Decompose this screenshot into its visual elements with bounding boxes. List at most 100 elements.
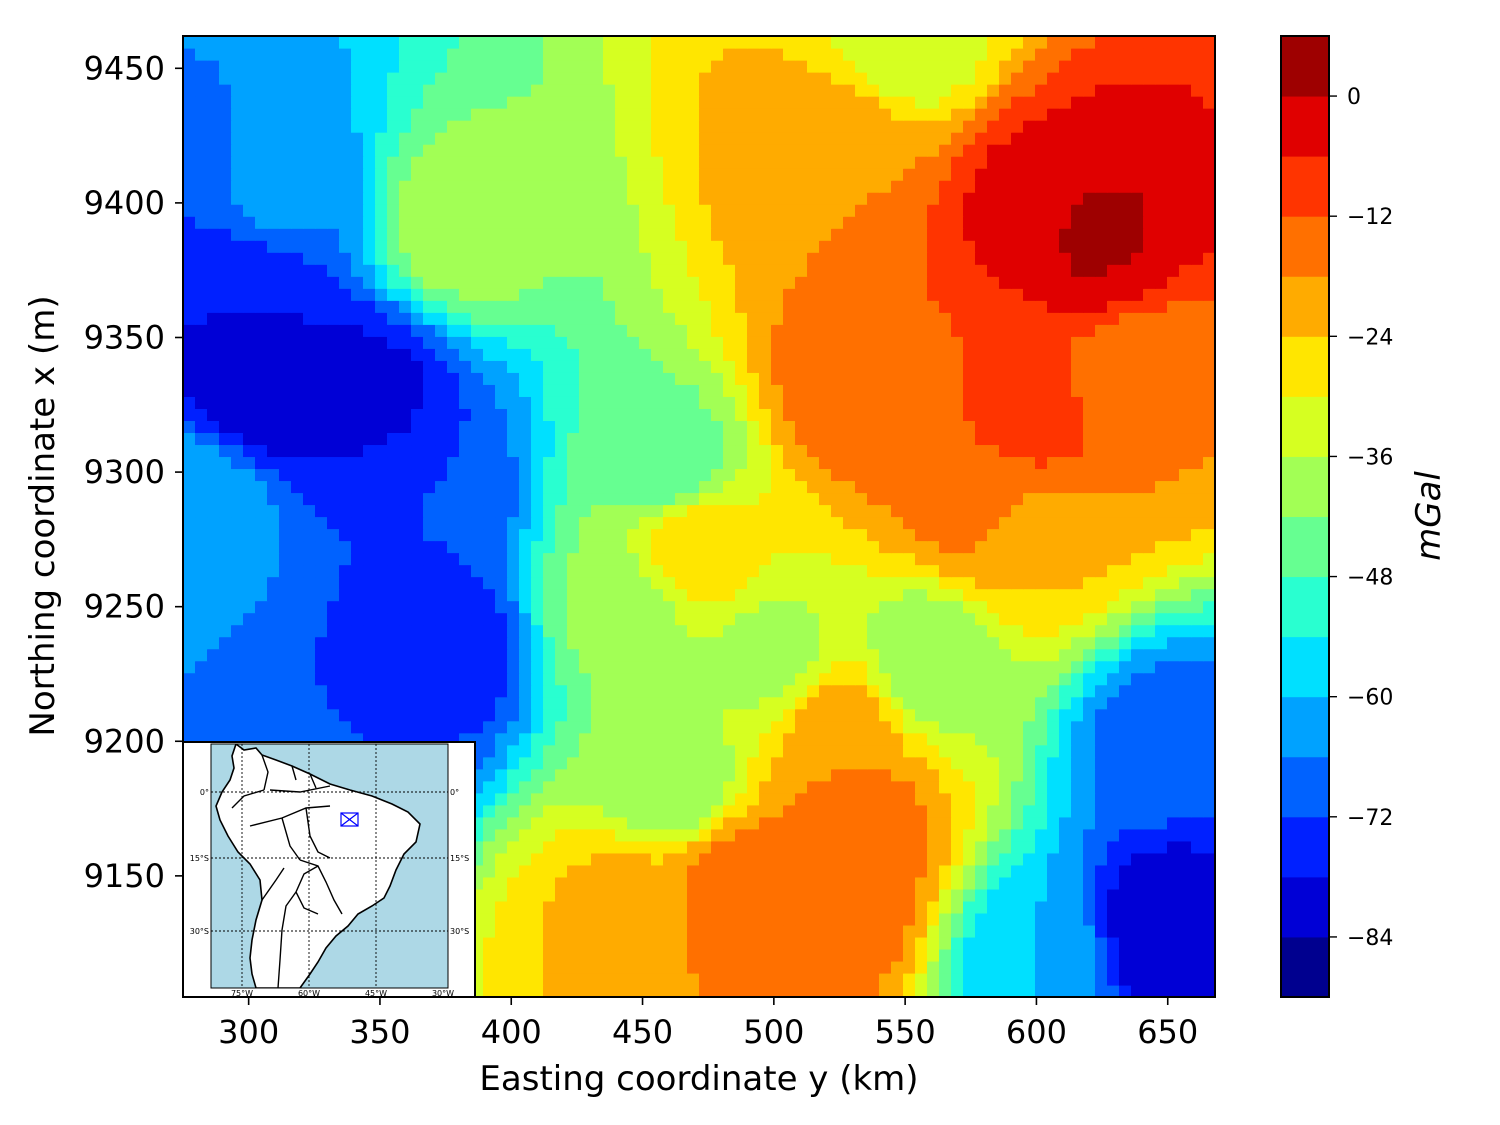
heatmap-cell — [1023, 360, 1036, 373]
heatmap-cell — [1131, 396, 1144, 409]
heatmap-cell — [1119, 900, 1132, 914]
heatmap-cell — [699, 660, 712, 674]
heatmap-cell — [1167, 408, 1180, 421]
heatmap-cell — [555, 384, 568, 397]
heatmap-cell — [747, 672, 760, 686]
heatmap-cell — [831, 816, 844, 830]
heatmap-cell — [555, 768, 568, 782]
heatmap-cell — [1203, 420, 1215, 434]
heatmap-cell — [867, 972, 880, 986]
heatmap-cell — [1011, 552, 1024, 566]
heatmap-cell — [1023, 744, 1036, 758]
heatmap-cell — [267, 312, 280, 325]
heatmap-cell — [1179, 756, 1192, 770]
heatmap-cell — [423, 336, 436, 349]
heatmap-cell — [783, 912, 796, 926]
heatmap-cell — [843, 456, 856, 470]
heatmap-cell — [723, 360, 736, 373]
heatmap-cell — [243, 552, 256, 566]
heatmap-cell — [243, 480, 256, 494]
heatmap-cell — [1179, 708, 1192, 722]
heatmap-cell — [795, 324, 808, 337]
heatmap-cell — [567, 312, 580, 325]
heatmap-cell — [423, 348, 436, 361]
heatmap-cell — [483, 480, 496, 494]
heatmap-cell — [807, 900, 820, 914]
heatmap-cell — [1107, 540, 1120, 554]
heatmap-cell — [219, 420, 232, 434]
heatmap-cell — [603, 672, 616, 686]
heatmap-cell — [1131, 732, 1144, 746]
heatmap-cell — [1167, 696, 1180, 710]
heatmap-cell — [771, 300, 784, 313]
heatmap-cell — [1083, 924, 1096, 938]
heatmap-cell — [783, 864, 796, 878]
heatmap-cell — [1071, 864, 1084, 878]
heatmap-cell — [951, 960, 964, 974]
heatmap-cell — [915, 804, 928, 818]
heatmap-cell — [519, 960, 532, 974]
heatmap-cell — [675, 744, 688, 758]
heatmap-cell — [195, 624, 208, 638]
heatmap-cell — [1107, 588, 1120, 602]
heatmap-cell — [267, 516, 280, 530]
heatmap-cell — [867, 852, 880, 866]
heatmap-cell — [987, 360, 1000, 373]
heatmap-cell — [795, 360, 808, 373]
heatmap-cell — [243, 660, 256, 674]
heatmap-cell — [807, 504, 820, 518]
heatmap-cell — [447, 312, 460, 325]
heatmap-cell — [1095, 876, 1108, 890]
heatmap-cell — [555, 684, 568, 698]
heatmap-cell — [783, 948, 796, 962]
heatmap-cell — [231, 324, 244, 337]
heatmap-cell — [927, 300, 940, 313]
heatmap-cell — [1143, 708, 1156, 722]
heatmap-cell — [939, 348, 952, 361]
heatmap-cell — [255, 576, 268, 590]
heatmap-cell — [831, 948, 844, 962]
heatmap-cell — [279, 636, 292, 650]
heatmap-cell — [387, 588, 400, 602]
heatmap-cell — [279, 384, 292, 397]
heatmap-cell — [1023, 540, 1036, 554]
heatmap-cell — [411, 672, 424, 686]
heatmap-cell — [603, 960, 616, 974]
heatmap-cell — [651, 816, 664, 830]
heatmap-cell — [399, 444, 412, 458]
heatmap-cell — [207, 480, 220, 494]
heatmap-cell — [627, 672, 640, 686]
heatmap-cell — [507, 744, 520, 758]
heatmap-cell — [1131, 948, 1144, 962]
heatmap-cell — [891, 804, 904, 818]
heatmap-cell — [327, 480, 340, 494]
heatmap-cell — [291, 504, 304, 518]
heatmap-cell — [963, 612, 976, 626]
heatmap-cell — [267, 372, 280, 385]
heatmap-cell — [351, 444, 364, 458]
heatmap-cell — [771, 432, 784, 446]
heatmap-cell — [183, 528, 196, 542]
heatmap-cell — [603, 324, 616, 337]
heatmap-cell — [543, 624, 556, 638]
heatmap-cell — [1035, 864, 1048, 878]
heatmap-cell — [807, 336, 820, 349]
heatmap-cell — [519, 444, 532, 458]
heatmap-cell — [675, 504, 688, 518]
heatmap-cell — [879, 804, 892, 818]
heatmap-cell — [951, 876, 964, 890]
heatmap-cell — [1119, 804, 1132, 818]
heatmap-cell — [639, 372, 652, 385]
heatmap-cell — [1119, 336, 1132, 349]
heatmap-cell — [555, 924, 568, 938]
heatmap-cell — [831, 936, 844, 950]
heatmap-cell — [1131, 864, 1144, 878]
heatmap-cell — [1143, 696, 1156, 710]
heatmap-cell — [999, 624, 1012, 638]
heatmap-cell — [927, 468, 940, 482]
heatmap-cell — [639, 960, 652, 974]
heatmap-cell — [891, 984, 904, 997]
heatmap-cell — [951, 708, 964, 722]
heatmap-cell — [579, 540, 592, 554]
heatmap-cell — [195, 420, 208, 434]
